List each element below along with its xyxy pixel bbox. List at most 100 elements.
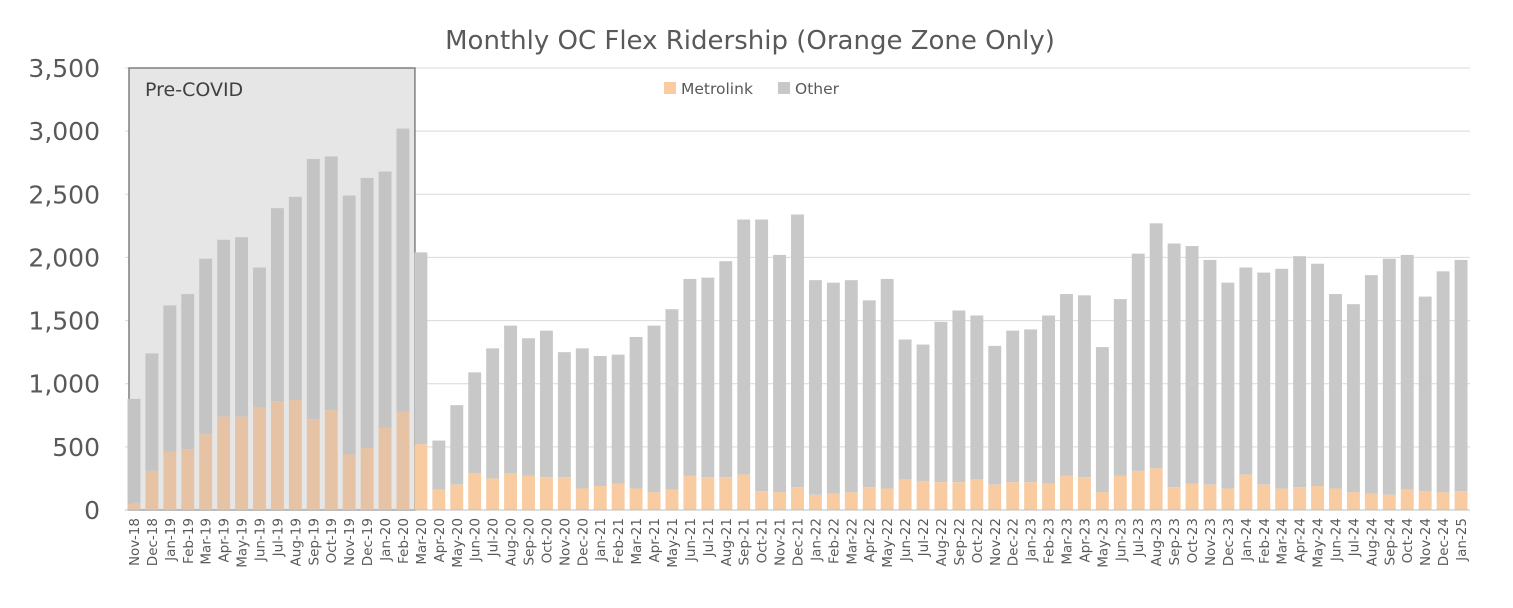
bars xyxy=(127,128,1468,510)
bar-metrolink xyxy=(288,400,302,510)
x-tick-label: Sep-23 xyxy=(1167,518,1183,566)
legend-swatch-metrolink xyxy=(664,82,676,94)
bar-other xyxy=(808,280,822,495)
x-tick-label: Mar-21 xyxy=(629,518,645,565)
bar-metrolink xyxy=(701,477,715,510)
bar-other xyxy=(665,309,679,490)
bar-metrolink xyxy=(378,427,392,510)
bar-metrolink xyxy=(970,479,984,510)
bar-metrolink xyxy=(737,474,751,510)
x-tick-label: Oct-22 xyxy=(970,518,986,563)
x-tick-label: Jun-20 xyxy=(468,518,484,562)
bar-metrolink xyxy=(1346,492,1360,510)
x-tick-label: Apr-19 xyxy=(217,518,233,563)
bar-metrolink xyxy=(306,419,320,510)
x-tick-label: Nov-22 xyxy=(988,518,1004,566)
bar-other xyxy=(127,398,141,504)
bar-other xyxy=(414,252,428,445)
x-axis-tick-labels: Nov-18 Dec-18 Jan-19 Feb-19 Mar-19 Apr-19 May-… xyxy=(127,518,1470,568)
bar-metrolink xyxy=(486,478,500,510)
bar-metrolink xyxy=(1239,474,1253,510)
x-tick-label: Jan-23 xyxy=(1024,518,1040,562)
x-tick-label: Apr-23 xyxy=(1077,518,1093,563)
bar-metrolink xyxy=(934,482,948,510)
bar-metrolink xyxy=(1185,483,1199,510)
x-tick-label: May-24 xyxy=(1311,518,1327,568)
bar-metrolink xyxy=(1436,492,1450,510)
bar-other xyxy=(1275,268,1289,489)
bar-metrolink xyxy=(1364,493,1378,510)
bar-metrolink xyxy=(127,503,141,510)
bar-metrolink xyxy=(1024,482,1038,510)
bar-metrolink xyxy=(414,444,428,510)
x-tick-label: Jun-21 xyxy=(683,518,699,562)
bar-metrolink xyxy=(1382,494,1396,510)
bar-other xyxy=(1329,294,1342,489)
legend: Metrolink Other xyxy=(664,80,840,98)
x-tick-label: Jan-24 xyxy=(1239,518,1255,562)
bar-metrolink xyxy=(916,480,930,510)
bar-metrolink xyxy=(952,482,966,510)
x-tick-label: Jan-19 xyxy=(163,518,179,562)
x-tick-label: Jul-22 xyxy=(916,518,932,557)
x-tick-label: Oct-19 xyxy=(324,518,340,563)
x-tick-label: May-21 xyxy=(665,518,681,568)
bar-metrolink xyxy=(432,489,446,510)
bar-other xyxy=(450,405,464,485)
x-tick-label: Aug-21 xyxy=(719,518,735,566)
bar-metrolink xyxy=(324,410,338,510)
bar-metrolink xyxy=(1311,486,1325,510)
x-tick-label: Aug-19 xyxy=(288,518,304,566)
bar-other xyxy=(1418,296,1432,492)
bar-other xyxy=(916,344,930,481)
x-tick-label: Jun-22 xyxy=(898,518,914,562)
bar-metrolink xyxy=(880,488,894,510)
bar-metrolink xyxy=(1293,487,1307,510)
x-tick-label: Mar-24 xyxy=(1275,518,1291,565)
legend-swatch-other xyxy=(778,82,790,94)
x-tick-label: Nov-21 xyxy=(773,518,789,566)
x-tick-label: Jan-21 xyxy=(593,518,609,562)
y-tick-label: 1,000 xyxy=(28,370,100,399)
x-tick-label: Oct-20 xyxy=(539,518,555,563)
x-tick-label: Jan-20 xyxy=(378,518,394,562)
bar-metrolink xyxy=(755,491,769,510)
x-tick-label: May-22 xyxy=(880,518,896,568)
bar-other xyxy=(432,440,446,490)
x-tick-label: Nov-23 xyxy=(1203,518,1219,566)
bar-other xyxy=(253,267,266,408)
y-tick-label: 500 xyxy=(52,433,100,462)
x-tick-label: Sep-24 xyxy=(1382,518,1398,566)
bar-other xyxy=(324,156,338,411)
bar-metrolink xyxy=(163,451,177,510)
y-axis-tick-labels: 0 500 1,000 1,500 2,000 2,500 3,000 3,500 xyxy=(28,54,100,525)
y-tick-label: 3,000 xyxy=(28,117,100,146)
bar-other xyxy=(1221,282,1235,489)
bar-metrolink xyxy=(719,477,733,510)
bar-metrolink xyxy=(1149,468,1163,510)
bar-metrolink xyxy=(181,449,195,510)
bar-metrolink xyxy=(270,401,284,510)
bar-other xyxy=(647,325,661,493)
bar-metrolink xyxy=(145,470,159,510)
x-tick-label: Sep-21 xyxy=(737,518,753,566)
bar-metrolink xyxy=(791,487,804,510)
y-tick-label: 3,500 xyxy=(28,54,100,83)
bar-metrolink xyxy=(898,479,912,510)
bar-other xyxy=(988,345,1002,485)
bar-other xyxy=(1113,299,1127,476)
x-tick-label: Jun-24 xyxy=(1329,518,1345,562)
bar-metrolink xyxy=(629,488,643,510)
bar-other xyxy=(1239,267,1253,475)
bar-metrolink xyxy=(396,411,410,510)
x-tick-label: Aug-24 xyxy=(1364,518,1380,566)
bar-metrolink xyxy=(1257,484,1271,510)
bar-other xyxy=(1257,272,1271,485)
bar-other xyxy=(360,177,374,449)
x-tick-label: Apr-22 xyxy=(862,518,878,563)
bar-other xyxy=(1346,304,1360,493)
bar-metrolink xyxy=(450,484,464,510)
bar-other xyxy=(1293,256,1307,488)
bar-other xyxy=(1436,271,1450,493)
